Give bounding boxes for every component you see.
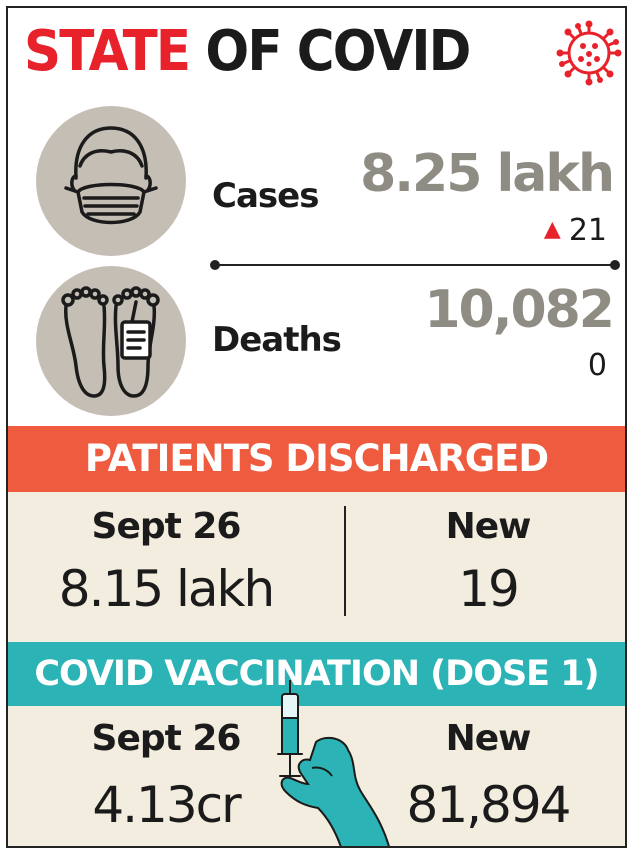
divider-line [214,264,618,266]
title-red-part: STATE [24,19,191,84]
up-arrow-icon: ▲ [543,217,561,242]
discharged-right-heading: New [445,506,532,547]
page-title: STATE OF COVID [24,24,471,80]
discharged-panel: Sept 26 8.15 lakh New 19 [8,492,625,642]
feet-tag-icon [36,266,186,416]
vaccination-banner: COVID VACCINATION (DOSE 1) [8,642,625,706]
syringe-hand-icon [277,680,390,846]
cases-value: 8.25 lakh [360,144,615,204]
covid-infographic-card: STATE OF COVID [6,6,627,848]
discharged-banner: PATIENTS DISCHARGED [8,426,625,492]
discharged-separator [344,506,346,616]
discharged-right-value: 19 [458,560,520,618]
cases-change-value: 21 [568,213,607,248]
divider-dot-right [610,260,620,270]
deaths-label: Deaths [212,320,342,360]
title-dark-part: OF COVID [205,19,471,84]
vaccination-left-value: 4.13cr [92,776,241,834]
discharged-left-value: 8.15 lakh [58,560,275,618]
vaccination-right-heading: New [445,718,532,759]
deaths-value: 10,082 [424,280,615,340]
summary-section: STATE OF COVID [8,8,625,418]
vaccination-left-heading: Sept 26 [91,718,242,759]
virus-icon [556,20,622,86]
vaccination-right-value: 81,894 [406,776,572,834]
cases-label: Cases [212,176,319,216]
cases-change: ▲ 21 [544,213,607,248]
deaths-change: 0 [587,348,607,383]
face-mask-icon [36,106,186,256]
discharged-left-heading: Sept 26 [91,506,242,547]
